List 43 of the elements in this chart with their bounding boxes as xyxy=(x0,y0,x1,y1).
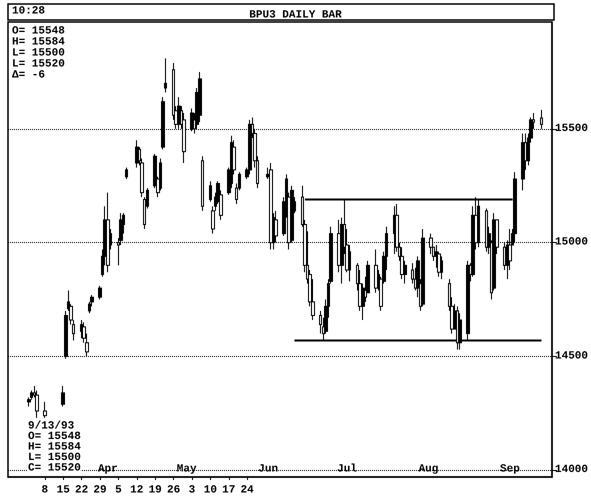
annotation: 9/13/93 xyxy=(28,420,75,432)
x-tick-label: 8 xyxy=(41,484,48,496)
y-tick-label: 14500 xyxy=(554,350,588,362)
candlestick xyxy=(374,249,378,294)
candlestick xyxy=(201,156,204,212)
annotation: L= 15520 xyxy=(12,58,65,70)
candlestick xyxy=(540,109,543,130)
candlestick xyxy=(61,386,65,407)
candlestick xyxy=(440,256,443,280)
text: 10:28 xyxy=(12,6,46,18)
x-tick-label: 29 xyxy=(93,484,107,496)
candlestick xyxy=(106,192,110,273)
candlestick xyxy=(43,401,47,418)
candlestick xyxy=(209,180,212,202)
x-tick-label: 17 xyxy=(222,484,236,496)
x-tick-label: 26 xyxy=(166,484,180,496)
candlestick xyxy=(400,246,404,280)
x-tick-label: 22 xyxy=(74,484,88,496)
annotation: H= 15584 xyxy=(28,442,82,454)
annotation: C= 15520 xyxy=(28,462,81,474)
x-tick-label: 24 xyxy=(240,484,254,496)
annotation: H= 15584 xyxy=(12,36,66,48)
y-tick-label: 14000 xyxy=(554,464,588,476)
annotation: L= 15500 xyxy=(28,452,81,464)
candlestick xyxy=(164,58,167,94)
annotation: O= 15548 xyxy=(12,26,66,38)
annotation: O= 15548 xyxy=(28,431,82,443)
y-tick-label: 15000 xyxy=(554,236,588,249)
x-tick-label: 19 xyxy=(148,484,162,496)
annotation: L= 15500 xyxy=(12,48,65,60)
candlestick xyxy=(80,320,83,339)
candlestick xyxy=(125,167,128,180)
candlestick xyxy=(521,132,525,191)
x-tick-label: 10 xyxy=(204,484,217,496)
x-tick-label: 3 xyxy=(188,484,196,496)
y-tick-label: 15500 xyxy=(554,122,588,135)
annotation: Δ= -6 xyxy=(12,70,46,82)
x-tick-label: 15 xyxy=(56,484,70,496)
chart-title: BPU3 DAILY BAR xyxy=(249,10,342,22)
x-tick-label: 12 xyxy=(130,484,144,496)
candlestick xyxy=(35,390,39,418)
candlestick xyxy=(98,285,102,300)
x-tick-label: 5 xyxy=(115,484,122,496)
